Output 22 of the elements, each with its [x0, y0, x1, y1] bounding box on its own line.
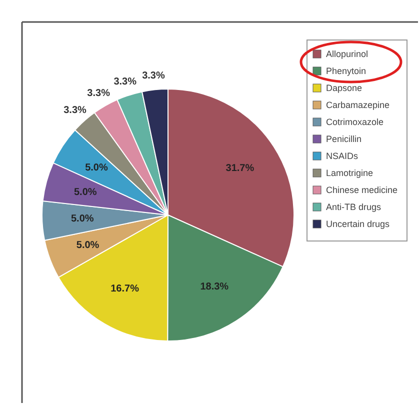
- data-label: 18.3%: [200, 282, 229, 293]
- data-label: 3.3%: [114, 76, 137, 88]
- data-label: 31.7%: [226, 163, 254, 174]
- legend-label: Lamotrigine: [326, 168, 374, 178]
- data-label: 5.0%: [71, 214, 94, 225]
- data-label: 5.0%: [85, 162, 108, 174]
- legend-label: Dapsone: [326, 83, 362, 93]
- data-label: 5.0%: [74, 186, 97, 198]
- data-label: 3.3%: [64, 104, 87, 116]
- legend-label: NSAIDs: [326, 151, 359, 161]
- legend-label: Cotrimoxazole: [326, 117, 384, 127]
- legend-label: Phenytoin: [326, 66, 366, 76]
- legend-label: Uncertain drugs: [326, 219, 390, 229]
- legend-label: Carbamazepine: [326, 100, 390, 110]
- legend-label: Penicillin: [326, 134, 362, 144]
- data-label: 5.0%: [76, 240, 100, 251]
- legend-label: Chinese medicine: [326, 185, 398, 195]
- legend-label: Anti-TB drugs: [326, 202, 382, 212]
- legend-label: Allopurinol: [326, 49, 368, 59]
- data-label: 3.3%: [142, 70, 165, 82]
- data-label: 16.7%: [110, 284, 140, 295]
- data-label: 3.3%: [87, 88, 110, 100]
